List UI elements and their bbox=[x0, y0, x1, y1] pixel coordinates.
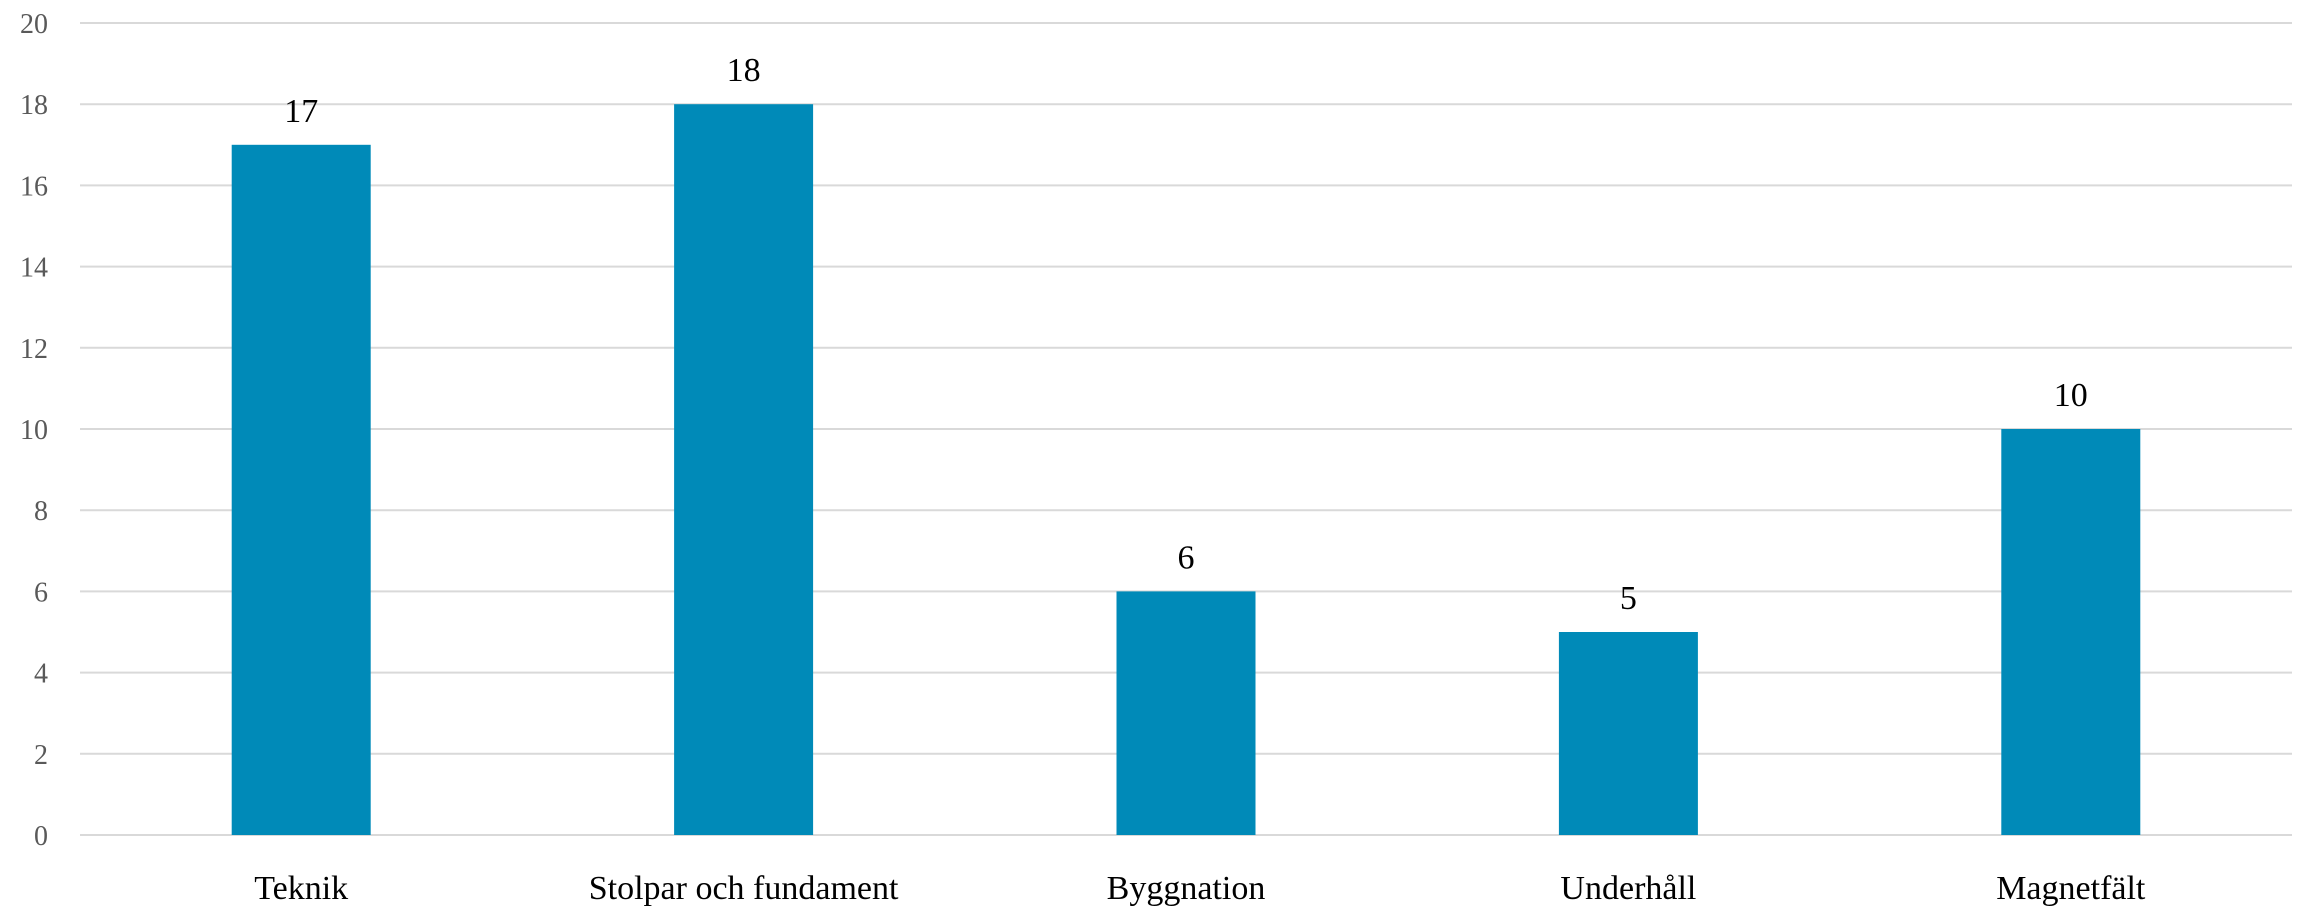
y-tick-label: 14 bbox=[20, 253, 48, 284]
data-labels: 17 18 6 5 10 bbox=[284, 52, 2088, 617]
y-tick-label: 18 bbox=[20, 90, 48, 121]
y-tick-label: 16 bbox=[20, 171, 48, 202]
data-label: 18 bbox=[727, 52, 761, 89]
y-tick-label: 2 bbox=[34, 740, 48, 771]
bars bbox=[231, 104, 2141, 836]
bar bbox=[674, 104, 814, 835]
y-tick-label: 10 bbox=[20, 415, 48, 446]
bar bbox=[1116, 591, 1256, 835]
x-tick-label: Magnetfält bbox=[1996, 870, 2146, 907]
x-axis-ticks: Teknik Stolpar och fundament Byggnation Und… bbox=[254, 870, 2146, 907]
bar bbox=[1558, 632, 1698, 835]
bar bbox=[231, 144, 371, 836]
x-tick-label: Stolpar och fundament bbox=[589, 870, 899, 907]
x-tick-label: Teknik bbox=[254, 870, 348, 907]
y-tick-label: 0 bbox=[34, 821, 48, 852]
data-label: 5 bbox=[1620, 580, 1637, 617]
y-axis-ticks: 0 2 4 6 8 10 12 14 16 18 20 bbox=[20, 9, 48, 852]
x-tick-label: Byggnation bbox=[1107, 870, 1266, 907]
data-label: 6 bbox=[1178, 539, 1195, 576]
y-tick-label: 8 bbox=[34, 496, 48, 527]
y-tick-label: 20 bbox=[20, 9, 48, 40]
bar bbox=[2001, 429, 2141, 835]
y-tick-label: 4 bbox=[34, 659, 48, 690]
gridlines bbox=[80, 22, 2292, 836]
data-label: 10 bbox=[2054, 377, 2088, 414]
y-tick-label: 6 bbox=[34, 577, 48, 608]
y-tick-label: 12 bbox=[20, 334, 48, 365]
x-tick-label: Underhåll bbox=[1560, 870, 1696, 907]
data-label: 17 bbox=[284, 93, 318, 130]
